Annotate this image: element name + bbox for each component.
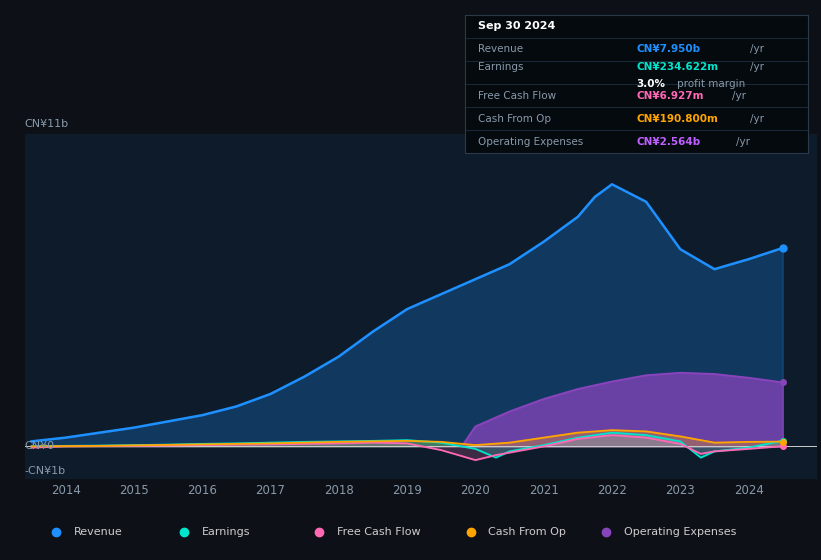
Text: Earnings: Earnings [479, 62, 524, 72]
Text: Operating Expenses: Operating Expenses [623, 527, 736, 537]
Text: profit margin: profit margin [677, 79, 745, 89]
Text: /yr: /yr [736, 137, 750, 147]
Text: CN¥6.927m: CN¥6.927m [636, 91, 704, 101]
Text: /yr: /yr [750, 114, 764, 124]
Text: Operating Expenses: Operating Expenses [479, 137, 584, 147]
Text: CN¥2.564b: CN¥2.564b [636, 137, 700, 147]
Text: CN¥190.800m: CN¥190.800m [636, 114, 718, 124]
Text: Earnings: Earnings [201, 527, 250, 537]
Text: /yr: /yr [732, 91, 746, 101]
Text: Cash From Op: Cash From Op [479, 114, 552, 124]
Text: CN¥0: CN¥0 [25, 441, 55, 451]
Text: -CN¥1b: -CN¥1b [25, 466, 66, 477]
Text: Revenue: Revenue [74, 527, 123, 537]
Text: Cash From Op: Cash From Op [488, 527, 566, 537]
Text: /yr: /yr [750, 62, 764, 72]
Text: Free Cash Flow: Free Cash Flow [479, 91, 557, 101]
Text: Sep 30 2024: Sep 30 2024 [479, 21, 556, 31]
Text: Free Cash Flow: Free Cash Flow [337, 527, 420, 537]
Text: CN¥11b: CN¥11b [25, 119, 69, 129]
Text: 3.0%: 3.0% [636, 79, 665, 89]
Text: Revenue: Revenue [479, 44, 524, 54]
Text: /yr: /yr [750, 44, 764, 54]
Text: CN¥234.622m: CN¥234.622m [636, 62, 718, 72]
Text: CN¥7.950b: CN¥7.950b [636, 44, 700, 54]
